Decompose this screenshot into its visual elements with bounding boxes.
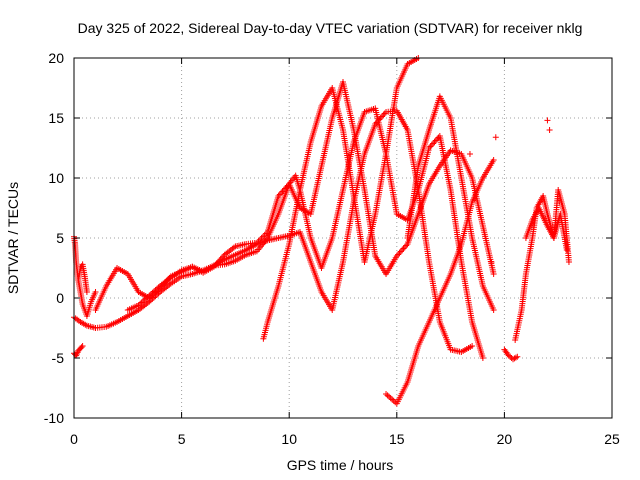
data-point <box>83 289 90 295</box>
data-point <box>469 343 476 349</box>
data-point <box>565 259 572 265</box>
data-point <box>479 355 486 361</box>
data-point <box>79 343 86 349</box>
y-tick-label: 10 <box>48 170 64 186</box>
y-tick-label: 0 <box>56 290 64 306</box>
series-trace-d <box>260 55 422 342</box>
x-tick-label: 0 <box>70 431 78 447</box>
y-tick-label: -10 <box>44 410 64 426</box>
series-trace-k <box>75 261 90 295</box>
x-axis-label: GPS time / hours <box>287 457 394 473</box>
data-point <box>490 157 497 163</box>
y-axis-label: SDTVAR / TECUs <box>5 182 21 294</box>
data-point <box>563 247 570 253</box>
grid-lines <box>74 58 612 418</box>
data-points <box>71 55 572 407</box>
data-point <box>490 307 497 313</box>
data-point <box>466 151 473 157</box>
y-tick-label: 15 <box>48 110 64 126</box>
y-tick-label: 20 <box>48 50 64 66</box>
data-point <box>78 344 85 351</box>
series-trace-b <box>92 105 486 361</box>
data-point <box>92 289 99 295</box>
chart-title: Day 325 of 2022, Sidereal Day-to-day VTE… <box>78 20 583 36</box>
series-trace-g <box>512 187 572 343</box>
series-trace-l <box>501 346 521 363</box>
y-tick-label: -5 <box>52 350 65 366</box>
x-tick-label: 25 <box>604 431 620 447</box>
x-tick-label: 10 <box>281 431 297 447</box>
data-point <box>544 117 551 124</box>
data-point <box>514 353 521 360</box>
data-point <box>512 354 519 361</box>
series-trace-f <box>404 93 497 313</box>
x-tick-label: 15 <box>389 431 405 447</box>
data-point <box>492 134 499 141</box>
data-point <box>488 259 495 265</box>
y-tick-label: 5 <box>56 230 64 246</box>
data-point <box>490 271 497 277</box>
series-trace-h <box>522 205 570 253</box>
x-tick-label: 20 <box>497 431 513 447</box>
data-point <box>546 127 553 133</box>
series-trace-c <box>124 79 497 313</box>
series-outliers <box>466 117 553 265</box>
x-tick-label: 5 <box>178 431 186 447</box>
tick-labels: 0 5 10 15 20 25 -10 -5 0 5 10 15 20 <box>44 50 620 447</box>
axis-ticks <box>73 57 613 419</box>
